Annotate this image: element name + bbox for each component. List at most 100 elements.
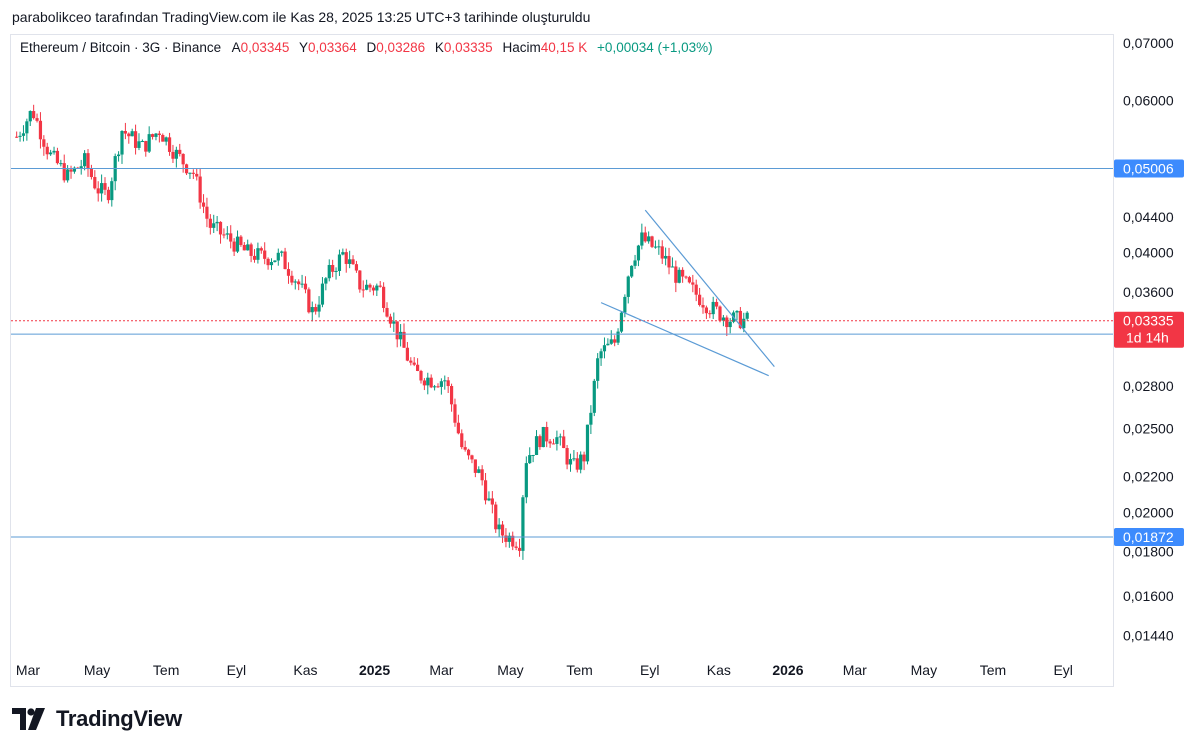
y-tick-label: 0,01440 [1123,627,1174,643]
candle-body [704,307,709,314]
candle-body [439,381,443,387]
candle-body [524,463,528,498]
candle-body [334,270,338,272]
candle-body [276,252,280,261]
candle-body [293,281,297,283]
candle-body [62,163,66,181]
candle-body [96,188,100,194]
candle-body [150,134,155,137]
candle-body [674,266,678,283]
candle-body [269,262,274,266]
candle-body [358,270,362,290]
symbol-legend: Ethereum / Bitcoin · 3G · Binance A0,033… [20,40,713,55]
candle-body [551,443,556,445]
high-label: Y [298,40,308,55]
candle-body [609,339,613,344]
candle-body [660,246,664,259]
x-tick-label: 2025 [359,662,390,678]
candle-body [157,133,161,135]
candle-body [521,497,525,551]
x-tick-label: Mar [843,662,867,678]
candle-body [365,284,369,290]
candle-body [256,248,260,260]
candle-body [320,283,325,305]
candle-body [575,458,579,470]
candle-body [541,427,545,448]
candle-body [725,317,729,328]
open-value: 0,03345 [240,40,290,55]
x-tick-label: Tem [566,662,592,678]
candle-body [137,141,141,148]
candle-body [303,283,308,290]
candle-body [500,524,505,536]
countdown-label: 1d 14h [1126,330,1169,346]
candle-body [66,169,70,181]
candle-body [714,301,719,307]
candle-body [419,370,423,381]
candle-body [178,149,182,154]
candle-body [446,380,450,387]
candle-body [222,234,226,236]
symbol-name[interactable]: Ethereum / Bitcoin · 3G · Binance [20,40,222,55]
x-tick-label: Mar [429,662,453,678]
candle-body [382,286,386,308]
candle-body [290,275,294,283]
candle-body [208,218,212,228]
candle-body [477,469,481,473]
candle-body [735,310,739,313]
candle-body [687,277,692,283]
candle-body [460,433,464,448]
volume-value: 40,15 K [540,40,588,55]
candle-body [42,139,46,147]
level-badge-label: 0,01872 [1123,529,1174,545]
candle-body [708,313,712,315]
candle-body [100,183,104,194]
candle-body [103,183,107,190]
candle-body [144,141,148,152]
candle-body [171,151,175,159]
candle-body [21,133,26,136]
candle-body [616,331,620,343]
candle-body [456,422,460,434]
candle-body [32,111,36,119]
candle-body [35,118,39,121]
close-value: 0,03335 [443,40,493,55]
current-price-badge-label: 0,03335 [1123,313,1174,329]
candle-body [354,264,359,271]
candle-body [528,455,532,464]
candle-body [283,251,287,270]
x-tick-label: Kas [293,662,317,678]
close-label: K [434,40,444,55]
candle-body [130,131,134,137]
candle-body [263,250,267,259]
candle-body [487,498,491,501]
candle-body [239,236,243,245]
candle-body [395,321,399,340]
candle-body [453,404,457,423]
candle-body [307,289,311,313]
candle-body [120,131,124,155]
candle-body [596,358,600,381]
candle-body [341,252,345,255]
candle-body [140,141,144,143]
candle-body [280,251,284,253]
candle-body [232,241,236,252]
candle-body [555,437,559,444]
candle-body [235,236,240,252]
candle-body [79,166,83,169]
y-tick-label: 0,03600 [1123,284,1174,300]
candle-body [314,307,318,312]
x-tick-label: Tem [153,662,179,678]
candle-body [415,364,420,371]
x-tick-label: 2026 [772,662,803,678]
tradingview-logo[interactable]: TradingView [12,706,182,732]
candle-body [681,269,685,277]
candle-body [623,296,627,313]
chart-attribution: parabolikceo tarafından TradingView.com … [12,9,591,25]
candle-body [636,245,641,261]
candle-body [229,233,233,242]
candle-body [154,133,158,137]
candle-body [49,152,53,155]
candle-body [242,244,246,251]
